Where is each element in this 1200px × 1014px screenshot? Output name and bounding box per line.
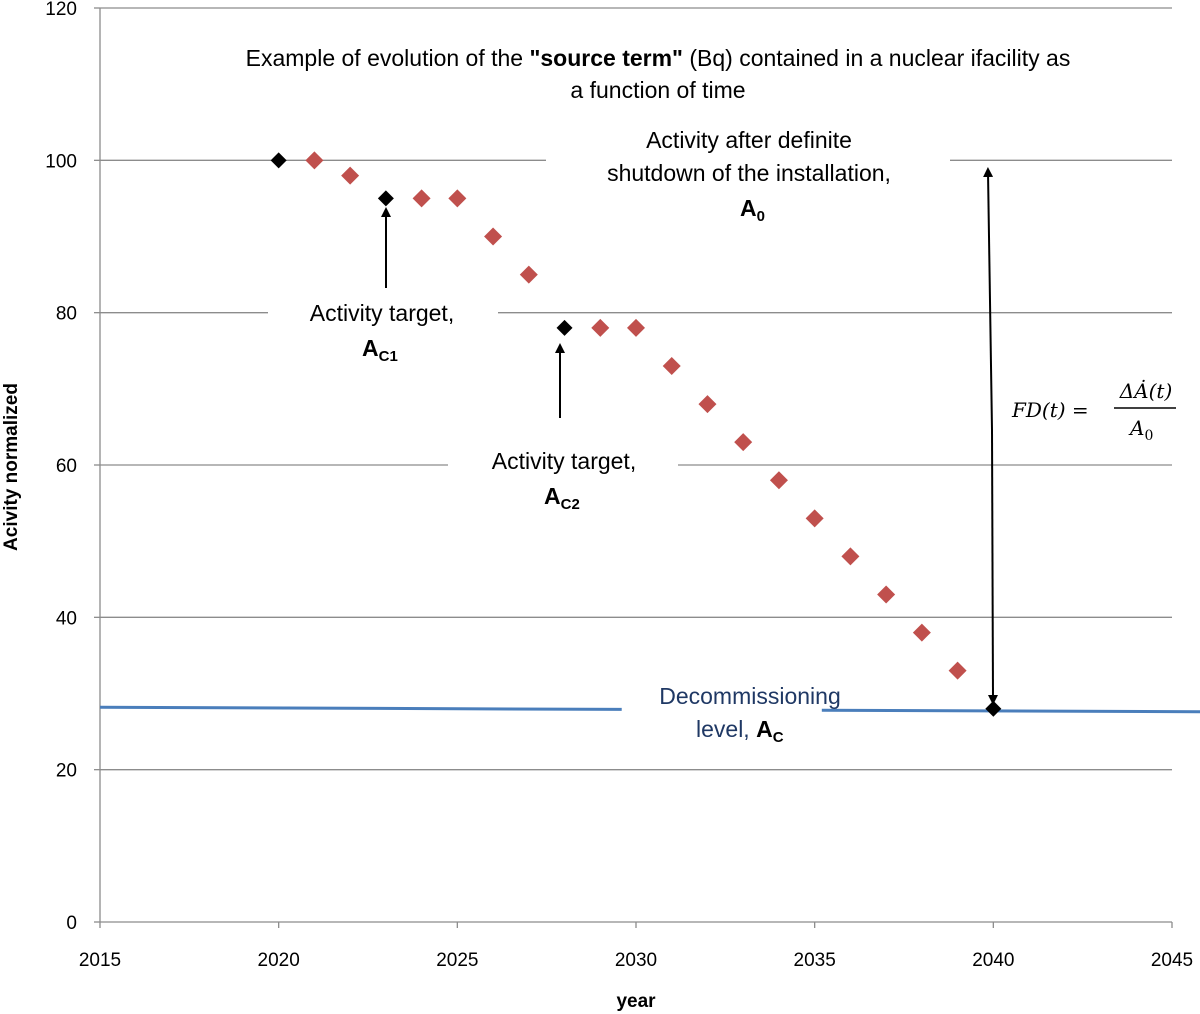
y-axis-title: Acivity normalized bbox=[1, 383, 22, 551]
a0-label-mask bbox=[546, 122, 950, 234]
chart-title-line1: Example of evolution of the "source term… bbox=[246, 45, 1071, 71]
ac2-symbol: AC2 bbox=[544, 483, 580, 513]
a0-to-ac-arrow-down bbox=[987, 429, 998, 705]
a0-symbol-letter: A bbox=[740, 195, 757, 221]
decommissioning-line-left bbox=[99, 705, 622, 711]
data-point-s0-2029 bbox=[591, 318, 610, 337]
data-point-s0-2025 bbox=[448, 189, 467, 208]
y-tick-label-6: 120 bbox=[45, 0, 77, 20]
x-tick-label-4: 2035 bbox=[794, 950, 836, 971]
x-tick-labels: 2015 2020 2025 2030 2035 2040 2045 bbox=[79, 950, 1193, 971]
data-point-s0-2039 bbox=[948, 661, 967, 680]
data-point-s1-2020 bbox=[270, 152, 287, 169]
data-point-s0-2037 bbox=[877, 585, 896, 604]
title-pre: Example of evolution of the bbox=[246, 45, 530, 71]
data-point-s0-2036 bbox=[841, 547, 860, 566]
ac2-symbol-letter: A bbox=[544, 483, 561, 509]
formula-denominator-sub: 0 bbox=[1144, 428, 1153, 444]
title-post: (Bq) contained in a nuclear ifacility as bbox=[683, 45, 1070, 71]
data-point-s1-2028 bbox=[556, 319, 573, 336]
formula-numerator: ΔȦ(t) bbox=[1119, 379, 1173, 403]
ac2-label-line1: Activity target, bbox=[492, 448, 636, 474]
x-tick-label-3: 2030 bbox=[615, 950, 657, 971]
data-point-s0-2031 bbox=[662, 356, 681, 375]
y-tick-label-1: 20 bbox=[56, 761, 77, 782]
formula-denominator-letter: A bbox=[1128, 416, 1144, 440]
data-point-s0-2024 bbox=[412, 189, 431, 208]
x-tick-label-0: 2015 bbox=[79, 950, 121, 971]
y-tick-label-2: 40 bbox=[56, 608, 77, 629]
data-point-s0-2026 bbox=[484, 227, 503, 246]
ac2-label-mask bbox=[448, 442, 678, 522]
ac-label-mask bbox=[622, 680, 882, 744]
ac1-label-line1: Activity target, bbox=[310, 300, 454, 326]
data-point-s0-2035 bbox=[805, 509, 824, 528]
a0-label-line1: Activity after definite bbox=[646, 127, 852, 153]
a0-symbol-sub: 0 bbox=[757, 208, 765, 225]
axes bbox=[94, 7, 1173, 928]
data-point-s0-2033 bbox=[734, 433, 753, 452]
ac1-symbol-sub: C1 bbox=[379, 348, 398, 365]
data-point-s1-2023 bbox=[377, 190, 394, 207]
y-tick-label-0: 0 bbox=[66, 913, 77, 934]
data-point-s0-2032 bbox=[698, 395, 717, 414]
x-axis-title: year bbox=[616, 991, 656, 1012]
ac-label-level: level, bbox=[696, 716, 756, 742]
data-point-s0-2022 bbox=[341, 166, 360, 185]
y-tick-label-3: 60 bbox=[56, 456, 77, 477]
x-tick-label-6: 2045 bbox=[1151, 950, 1193, 971]
ac1-symbol-letter: A bbox=[362, 335, 379, 361]
data-points bbox=[270, 151, 1002, 717]
data-point-s0-2027 bbox=[519, 265, 538, 284]
a0-to-ac-arrow-up bbox=[983, 167, 994, 431]
ac1-label-mask bbox=[268, 292, 498, 372]
data-point-s0-2034 bbox=[769, 471, 788, 490]
y-tick-labels: 0 20 40 60 80 100 120 bbox=[45, 0, 77, 934]
chart-title-line2: a function of time bbox=[570, 77, 745, 103]
ac-symbol-letter: A bbox=[756, 716, 773, 742]
data-point-s0-2038 bbox=[912, 623, 931, 642]
data-point-s0-2021 bbox=[305, 151, 324, 170]
a0-label-line2: shutdown of the installation, bbox=[607, 160, 891, 186]
data-point-s1-2040 bbox=[985, 700, 1002, 717]
x-tick-label-1: 2020 bbox=[258, 950, 300, 971]
data-point-s0-2030 bbox=[627, 318, 645, 337]
decommissioning-level-line bbox=[99, 705, 1200, 714]
ac2-symbol-sub: C2 bbox=[561, 496, 580, 513]
y-tick-label-4: 80 bbox=[56, 304, 77, 325]
ac-label-line1: Decommissioning bbox=[659, 683, 841, 709]
ac-label-line2: level, AC bbox=[696, 716, 784, 746]
x-tick-label-2: 2025 bbox=[436, 950, 478, 971]
ac1-symbol: AC1 bbox=[362, 335, 398, 365]
a0-symbol: A0 bbox=[740, 195, 765, 225]
y-tick-label-5: 100 bbox=[45, 151, 77, 172]
title-bold: "source term" bbox=[529, 45, 682, 71]
formula-lhs: FD(t) = bbox=[1011, 398, 1089, 422]
formula-denominator: A0 bbox=[1128, 416, 1153, 444]
decommissioning-line-right bbox=[821, 708, 1200, 714]
x-tick-label-5: 2040 bbox=[972, 950, 1014, 971]
ac-symbol-sub: C bbox=[773, 729, 784, 746]
